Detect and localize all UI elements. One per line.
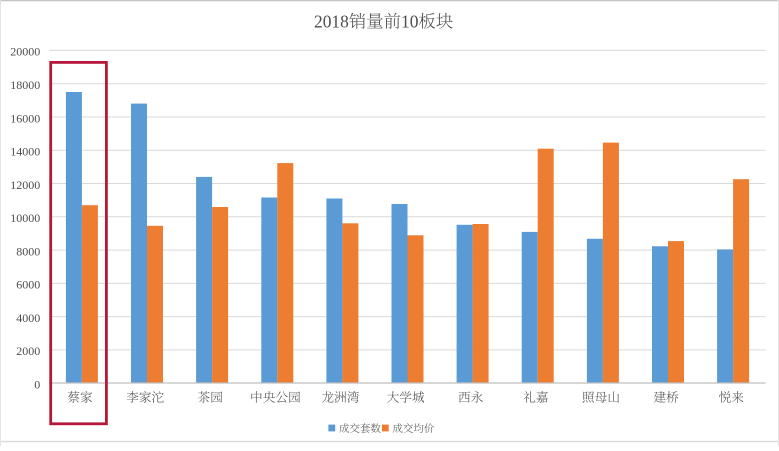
svg-text:8000: 8000: [16, 244, 40, 258]
svg-text:4000: 4000: [16, 311, 40, 325]
svg-text:0: 0: [34, 378, 40, 392]
svg-text:10000: 10000: [10, 211, 40, 225]
svg-text:6000: 6000: [16, 278, 40, 292]
svg-text:12000: 12000: [10, 178, 40, 192]
svg-text:2018: 2018: [314, 11, 349, 31]
svg-text:18000: 18000: [10, 78, 40, 92]
svg-text:20000: 20000: [10, 45, 40, 59]
svg-text:2000: 2000: [16, 344, 40, 358]
svg-text:14000: 14000: [10, 145, 40, 159]
svg-text:10: 10: [401, 11, 419, 31]
svg-text:16000: 16000: [10, 111, 40, 125]
